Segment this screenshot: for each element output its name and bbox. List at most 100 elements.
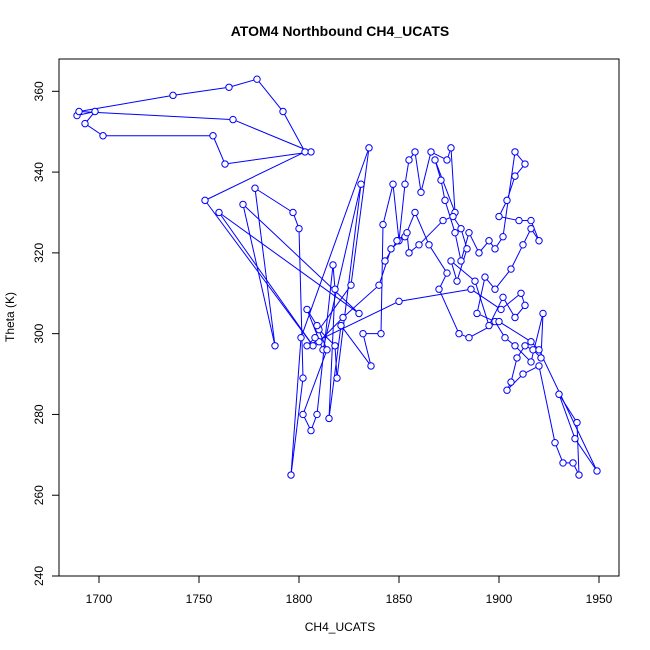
- data-point: [403, 228, 411, 237]
- series-line-segment: [392, 184, 400, 241]
- y-tick-label: 280: [32, 404, 46, 424]
- data-point: [303, 342, 311, 350]
- data-point: [575, 471, 583, 479]
- data-point: [503, 386, 511, 394]
- data-point: [501, 333, 509, 342]
- data-point: [215, 208, 223, 217]
- data-point: [535, 237, 543, 245]
- series-line-segment: [494, 268, 512, 290]
- data-point: [559, 459, 567, 467]
- data-point: [271, 342, 279, 350]
- data-point: [443, 269, 451, 277]
- series-line-segment: [454, 232, 462, 262]
- data-point: [375, 281, 383, 289]
- data-point: [527, 338, 535, 346]
- series-line-segment: [502, 297, 516, 318]
- data-point: [465, 333, 473, 342]
- series-line-segment: [254, 188, 276, 346]
- series-line-segment: [212, 135, 226, 165]
- data-point: [449, 212, 457, 221]
- data-point: [331, 285, 339, 293]
- data-point: [75, 107, 83, 116]
- data-point: [289, 208, 297, 217]
- data-point: [467, 285, 475, 293]
- data-point: [295, 224, 303, 233]
- data-point: [331, 342, 339, 350]
- series-line-segment: [510, 357, 518, 383]
- y-tick-label: 320: [32, 243, 46, 263]
- data-point: [495, 317, 503, 326]
- series-line-segment: [558, 394, 576, 439]
- x-tick-label: 1800: [286, 592, 313, 606]
- data-point: [411, 208, 419, 217]
- data-point: [357, 180, 365, 188]
- series-line-segment: [242, 204, 360, 314]
- series-points: [73, 75, 601, 479]
- data-point: [471, 277, 479, 285]
- data-point: [299, 410, 307, 419]
- data-point: [411, 148, 419, 156]
- series-line-segment: [298, 228, 304, 379]
- series-line-segment: [456, 248, 468, 282]
- data-point: [381, 257, 389, 265]
- data-point: [447, 144, 455, 152]
- x-axis: 1700 1750 1800 1850 1900 1950: [86, 576, 613, 606]
- x-axis-label: CH4_UCATS: [305, 620, 375, 634]
- data-point: [495, 212, 503, 221]
- series-line-segment: [306, 300, 400, 347]
- data-point: [511, 172, 519, 180]
- series-line-segment: [328, 289, 336, 419]
- data-point: [415, 241, 423, 249]
- series-line-segment: [414, 151, 422, 193]
- data-point: [537, 354, 545, 362]
- data-point: [511, 342, 519, 350]
- data-point: [551, 439, 559, 447]
- data-point: [297, 333, 305, 342]
- data-point: [441, 196, 449, 205]
- series-line-segment: [300, 147, 370, 338]
- data-point: [379, 220, 387, 229]
- series-line-segment: [78, 111, 234, 121]
- data-point: [417, 188, 425, 196]
- series-line-segment: [574, 438, 598, 472]
- data-point: [405, 249, 413, 257]
- y-tick-label: 300: [32, 323, 46, 343]
- data-point: [555, 390, 563, 398]
- data-point: [511, 313, 519, 322]
- series-line-segment: [254, 187, 294, 213]
- series-line-segment: [362, 333, 372, 367]
- series-lines: [76, 78, 598, 476]
- data-point: [481, 273, 489, 281]
- data-point: [359, 329, 367, 338]
- data-point: [301, 148, 309, 156]
- data-point: [311, 333, 319, 342]
- series-line-segment: [398, 288, 472, 302]
- series-line-segment: [172, 86, 230, 96]
- series-line-segment: [420, 151, 432, 193]
- y-tick-label: 360: [32, 81, 46, 101]
- series-line-segment: [538, 365, 556, 443]
- series-line-segment: [218, 212, 360, 314]
- data-point: [517, 289, 525, 297]
- data-point: [377, 329, 385, 338]
- series-line-segment: [538, 349, 598, 472]
- data-point: [299, 374, 307, 382]
- series-line-segment: [336, 184, 362, 379]
- data-point: [287, 471, 295, 479]
- series-line-segment: [282, 111, 306, 153]
- data-point: [307, 148, 315, 156]
- data-point: [485, 237, 493, 245]
- data-point: [519, 370, 527, 378]
- data-point: [465, 228, 473, 237]
- data-point: [209, 132, 217, 140]
- data-point: [251, 184, 259, 192]
- data-point: [333, 374, 341, 382]
- data-point: [253, 75, 261, 83]
- series-line-segment: [340, 325, 372, 367]
- data-point: [425, 241, 433, 249]
- data-point: [511, 148, 519, 156]
- series-line-segment: [514, 345, 532, 363]
- y-tick-label: 240: [32, 566, 46, 586]
- series-line-segment: [506, 373, 524, 391]
